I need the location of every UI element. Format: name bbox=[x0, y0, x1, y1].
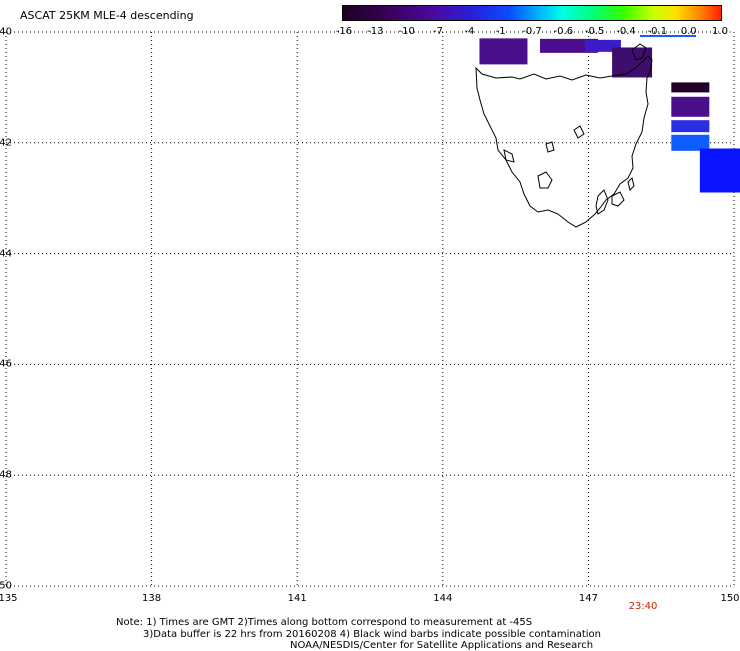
note-line-1: Note: 1) Times are GMT 2)Times along bot… bbox=[116, 617, 533, 628]
lake-st-clair bbox=[537, 171, 553, 189]
colorbar-tick-label: -0.6 bbox=[553, 26, 574, 37]
colorbar-tick-label: -4 bbox=[464, 26, 475, 37]
map-title: ASCAT 25KM MLE-4 descending bbox=[20, 9, 194, 22]
colorbar-tick-label: -13 bbox=[367, 26, 384, 37]
data-cell bbox=[539, 38, 598, 53]
tasman-peninsula bbox=[611, 191, 625, 207]
colorbar-tick-label: 0.0 bbox=[680, 26, 697, 37]
colorbar-tick-label: -1 bbox=[495, 26, 506, 37]
macquarie-harbour bbox=[503, 149, 515, 163]
furneaux-tip bbox=[631, 43, 647, 61]
colorbar-tick-label: -16 bbox=[335, 26, 353, 37]
bruny-island bbox=[595, 189, 609, 215]
lake-gordon bbox=[545, 141, 555, 153]
data-cell bbox=[671, 96, 710, 117]
longitude-label: 135 bbox=[0, 593, 18, 604]
longitude-label: 144 bbox=[433, 593, 453, 604]
colorbar-tick-label: -0.7 bbox=[522, 26, 542, 37]
colorbar bbox=[342, 5, 722, 21]
note-line-2: 3)Data buffer is 22 hrs from 20160208 4)… bbox=[143, 629, 601, 640]
colorbar-tick-label: 1.0 bbox=[712, 26, 728, 37]
data-cell bbox=[671, 82, 710, 93]
latitude-label: -44 bbox=[0, 248, 12, 260]
longitude-label: 141 bbox=[287, 593, 307, 604]
latitude-label: -48 bbox=[0, 469, 12, 481]
note-line-3: NOAA/NESDIS/Center for Satellite Applica… bbox=[290, 640, 594, 651]
tasmania-coastline bbox=[475, 55, 653, 228]
colorbar-tick-label: -0.1 bbox=[647, 26, 668, 37]
maria-island bbox=[627, 177, 635, 191]
data-cell bbox=[671, 134, 710, 151]
data-cell bbox=[699, 148, 740, 193]
latitude-label: -42 bbox=[0, 137, 12, 149]
latitude-label: -50 bbox=[0, 580, 12, 592]
time-label: 23:40 bbox=[628, 601, 658, 612]
graticule bbox=[5, 31, 735, 587]
longitude-label: 138 bbox=[142, 593, 162, 604]
data-cell bbox=[612, 47, 653, 78]
data-cells bbox=[479, 35, 740, 193]
data-cell bbox=[479, 38, 528, 65]
data-cell bbox=[584, 39, 621, 52]
longitude-label: 150 bbox=[720, 593, 740, 604]
longitude-label: 147 bbox=[578, 593, 598, 604]
great-lake bbox=[573, 125, 585, 139]
latitude-label: -46 bbox=[0, 358, 12, 370]
data-cell bbox=[671, 120, 710, 133]
latitude-label: -40 bbox=[0, 26, 12, 38]
